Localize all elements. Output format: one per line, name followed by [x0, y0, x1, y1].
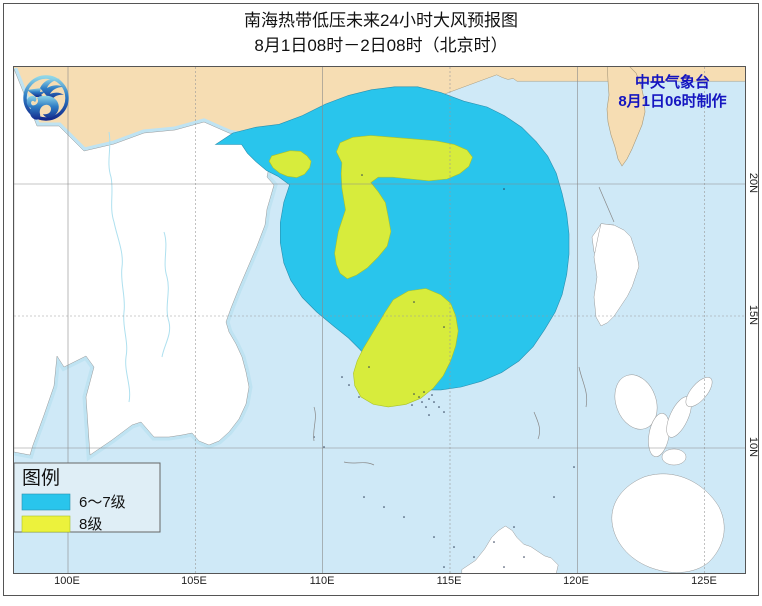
svg-text:8级: 8级 [79, 516, 102, 533]
svg-text:6～7级: 6～7级 [79, 494, 126, 511]
svg-text:图例: 图例 [22, 467, 60, 489]
